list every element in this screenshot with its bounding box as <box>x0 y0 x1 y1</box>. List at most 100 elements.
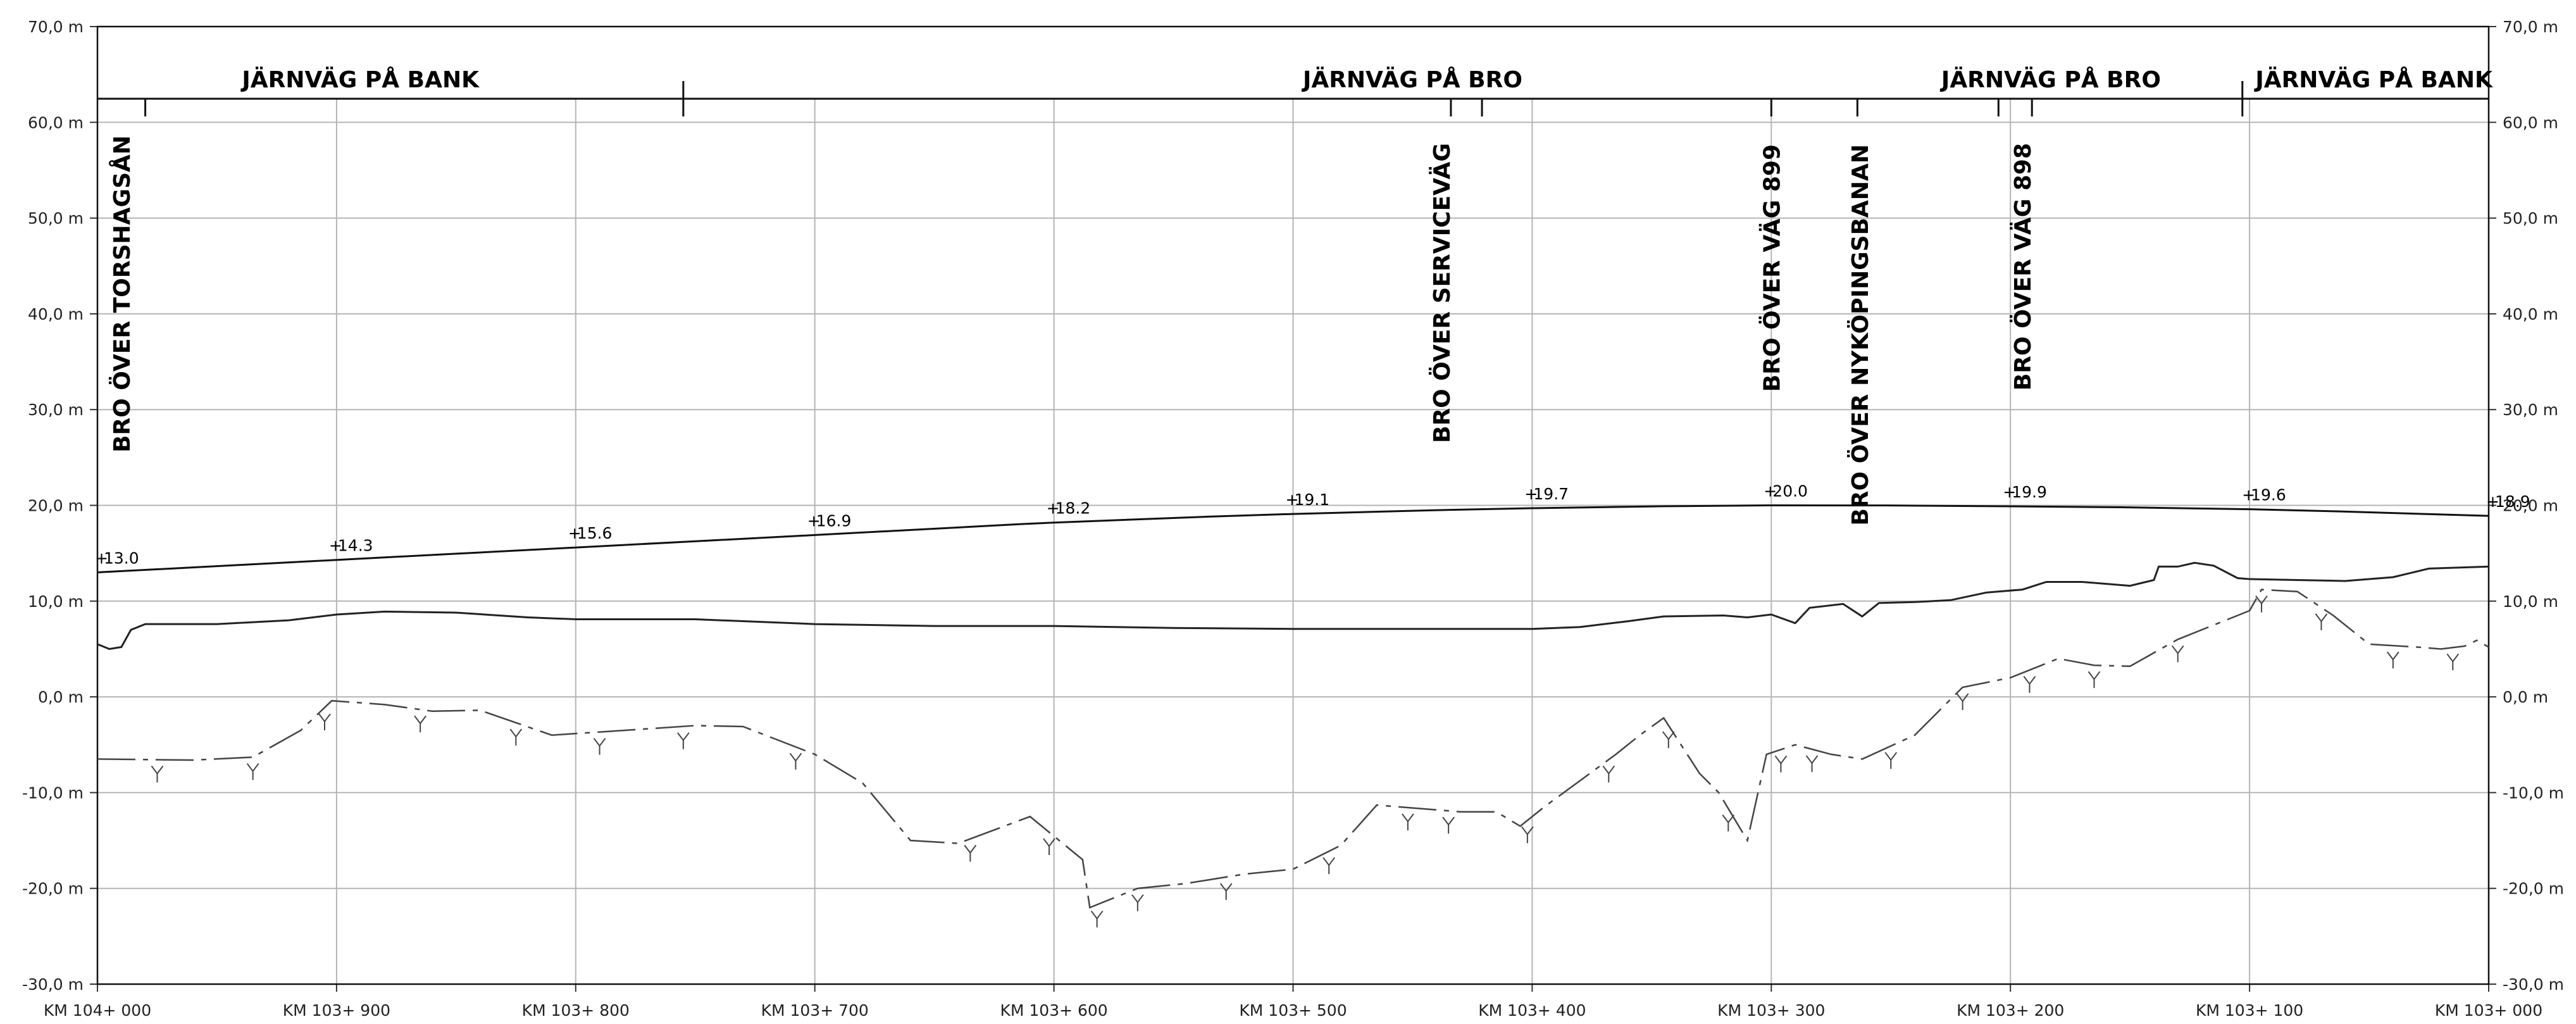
rock-marker <box>1090 910 1104 928</box>
track-elevation-label: + <box>807 511 821 530</box>
section-label: JÄRNVÄG PÅ BANK <box>240 66 480 93</box>
rock-marker <box>964 844 977 862</box>
track-elevation-value: 19.7 <box>1533 485 1569 503</box>
y-tick-label-right: 10,0 m <box>2503 592 2558 611</box>
y-tick-label-left: -20,0 m <box>22 880 84 898</box>
track-elevation-label: + <box>2242 486 2255 504</box>
rock-marker <box>2171 645 2184 663</box>
rock-marker <box>2315 613 2328 630</box>
rock-marker <box>789 752 802 770</box>
rock-marker <box>1662 731 1675 749</box>
track-elevation-label: + <box>1047 499 1060 518</box>
y-tick-label-right: 50,0 m <box>2503 209 2558 228</box>
ground-surface-line <box>97 561 2489 651</box>
track-elevation-value: 19.9 <box>2012 483 2047 501</box>
rock-marker <box>1219 883 1233 900</box>
drawing-frame <box>96 25 2490 985</box>
track-elevation-value: 13.0 <box>104 549 139 567</box>
track-elevation-value: 16.9 <box>816 511 852 530</box>
bridge-label: BRO ÖVER VÄG 898 <box>2010 143 2036 390</box>
bridge-label: BRO ÖVER TORSHAGSÅN <box>109 135 135 453</box>
track-elevation-label: + <box>1286 490 1299 509</box>
rock-marker <box>1884 752 1898 769</box>
section-label: JÄRNVÄG PÅ BRO <box>1939 66 2161 93</box>
rock-marker <box>593 737 606 755</box>
y-tick-label-left: -10,0 m <box>22 784 84 802</box>
y-tick-label-right: 40,0 m <box>2503 305 2558 323</box>
y-tick-label-right: -10,0 m <box>2503 784 2564 802</box>
rock-marker <box>1521 826 1534 844</box>
x-tick-label: KM 103+ 800 <box>522 1001 630 1020</box>
x-tick-label: KM 104+ 000 <box>44 1001 151 1020</box>
y-tick-label-left: 70,0 m <box>28 18 84 36</box>
track-elevation-label: + <box>1524 485 1538 503</box>
rock-marker <box>1722 815 1735 832</box>
y-tick-label-right: 20,0 m <box>2503 497 2558 515</box>
rock-marker <box>414 715 426 733</box>
track-elevation-value: 18.9 <box>2495 492 2530 511</box>
y-tick-label-right: 30,0 m <box>2503 401 2558 419</box>
track-elevation-value: 15.6 <box>577 524 613 542</box>
rock-marker <box>1043 838 1055 855</box>
track-elevation-label: + <box>95 549 108 567</box>
rock-marker <box>1774 755 1788 773</box>
grid <box>90 26 2496 992</box>
x-tick-label: KM 103+ 900 <box>283 1001 390 1020</box>
rock-marker <box>1602 765 1615 783</box>
bridge-label: BRO ÖVER NYKÖPINGSBANAN <box>1847 144 1874 526</box>
rock-marker <box>246 763 259 780</box>
x-tick-label: KM 103+ 300 <box>1717 1001 1825 1020</box>
rock-marker <box>2255 596 2268 613</box>
track-profile: +13.0+14.3+15.6+16.9+18.2 +19.1 +19.7 +20.0… <box>95 482 2530 573</box>
y-axis-left: 70,0 m 60,0 m 50,0 m 40,0 m 30,0 m 20,0 m 10,0… <box>22 18 84 994</box>
rock-marker <box>677 732 690 749</box>
y-tick-label-left: 60,0 m <box>28 113 84 132</box>
y-tick-label-left: 20,0 m <box>28 497 84 515</box>
bridge-labels: BRO ÖVER TORSHAGSÅN BRO ÖVER SERVICEVÄG BR… <box>109 135 2036 526</box>
rock-marker <box>2387 651 2399 669</box>
x-tick-label: KM 103+ 000 <box>2435 1001 2542 1020</box>
y-tick-label-right: 0,0 m <box>2503 688 2548 706</box>
y-tick-label-left: 50,0 m <box>28 209 84 228</box>
section-label: JÄRNVÄG PÅ BRO <box>1301 66 1522 93</box>
y-tick-label-right: -20,0 m <box>2503 880 2564 898</box>
x-tick-label: KM 103+ 400 <box>1478 1001 1586 1020</box>
bridge-label: BRO ÖVER SERVICEVÄG <box>1429 143 1455 443</box>
y-tick-label-left: 0,0 m <box>38 688 84 706</box>
x-axis: KM 104+ 000 KM 103+ 900 KM 103+ 800 KM 103+… <box>44 1001 2542 1020</box>
track-elevation-label: + <box>568 524 582 542</box>
x-tick-label: KM 103+ 700 <box>761 1001 869 1020</box>
rock-marker <box>2023 676 2036 693</box>
y-tick-label-left: -30,0 m <box>22 975 84 994</box>
y-tick-label-left: 40,0 m <box>28 305 84 323</box>
x-tick-label: KM 103+ 500 <box>1239 1001 1347 1020</box>
x-tick-label: KM 103+ 600 <box>1000 1001 1107 1020</box>
track-elevation-label: + <box>1764 482 1777 501</box>
rock-marker <box>2088 671 2101 689</box>
bridge-label: BRO ÖVER VÄG 899 <box>1758 144 1785 392</box>
y-tick-label-left: 10,0 m <box>28 592 84 611</box>
track-level-line <box>97 504 2489 573</box>
section-label: JÄRNVÄG PÅ BANK <box>2253 66 2493 93</box>
rock-marker <box>1322 857 1335 875</box>
track-elevation-label: + <box>329 537 342 555</box>
y-tick-label-right: -30,0 m <box>2503 975 2564 994</box>
rock-marker <box>318 713 331 730</box>
y-axis-right: 70,0 m 60,0 m 50,0 m 40,0 m 30,0 m 20,0 m 10,0… <box>2503 18 2564 994</box>
rock-marker <box>1131 894 1144 911</box>
track-elevation-value: 19.1 <box>1295 490 1330 509</box>
ground-profile <box>97 561 2489 651</box>
x-tick-label: KM 103+ 100 <box>2196 1001 2303 1020</box>
rock-marker <box>151 765 164 783</box>
rock-marker <box>1805 755 1819 772</box>
rock-marker <box>1402 813 1414 830</box>
rock-marker <box>1442 816 1455 834</box>
track-elevation-label: + <box>2486 492 2499 511</box>
section-band: JÄRNVÄG PÅ BANK JÄRNVÄG PÅ BRO JÄRNVÄG PÅ … <box>97 66 2493 116</box>
y-tick-label-right: 70,0 m <box>2503 18 2558 36</box>
y-tick-label-left: 30,0 m <box>28 401 84 419</box>
track-elevation-value: 20.0 <box>1772 482 1808 501</box>
rock-surface-line <box>97 589 2489 909</box>
track-elevation-value: 18.2 <box>1055 499 1091 518</box>
